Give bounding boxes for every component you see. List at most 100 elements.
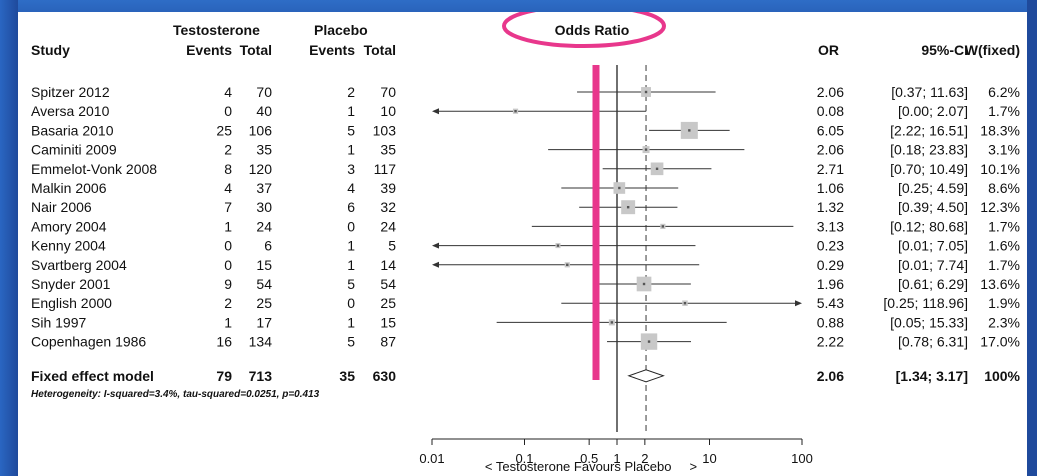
study-row-4-events-2: 1 [347, 142, 355, 158]
study-row-5-or: 2.71 [817, 161, 844, 177]
study-row-1-events-2: 2 [347, 84, 355, 100]
study-row-12-total-1: 25 [256, 295, 272, 311]
study-row-6-point [618, 186, 621, 190]
study-row-4-name: Caminiti 2009 [31, 142, 117, 158]
study-row-8-weight: 1.7% [988, 218, 1020, 234]
pooled-row-weight: 100% [984, 368, 1020, 384]
study-row-7-total-2: 32 [380, 199, 396, 215]
study-row-1-or: 2.06 [817, 84, 844, 100]
study-row-8-name: Amory 2004 [31, 218, 107, 234]
study-row-10-total-2: 14 [380, 257, 396, 273]
study-row-10-or: 0.29 [817, 257, 844, 273]
study-row-5-events-2: 3 [347, 161, 355, 177]
study-row-7-events-1: 7 [224, 199, 232, 215]
study-row-11-total-2: 54 [380, 276, 396, 292]
study-row-13-weight: 2.3% [988, 314, 1020, 330]
study-row-12-ci: [0.25; 118.96] [883, 295, 968, 311]
study-row-7-events-2: 6 [347, 199, 355, 215]
study-row-2-events-1: 0 [224, 103, 232, 119]
study-row-13-total-1: 17 [256, 314, 272, 330]
study-row-1-ci: [0.37; 11.63] [891, 84, 968, 100]
study-row-10-ci-arrow-left [432, 261, 439, 268]
pooled-diamond [627, 369, 665, 383]
study-row-9-events-1: 0 [224, 238, 232, 254]
study-row-8-ci: [0.12; 80.68] [890, 218, 968, 234]
study-row-9-total-1: 6 [264, 238, 272, 254]
study-row-14-total-1: 134 [249, 334, 273, 350]
study-row-1-name: Spitzer 2012 [31, 84, 110, 100]
study-row-8-events-2: 0 [347, 218, 355, 234]
study-row-9-ci-arrow-left [432, 242, 439, 249]
study-row-9-ci: [0.01; 7.05] [898, 238, 968, 254]
study-row-11-point [642, 282, 646, 286]
pooled-row-events-1: 79 [216, 368, 232, 384]
study-row-7-point [626, 206, 630, 209]
study-row-11-weight: 13.6% [980, 276, 1020, 292]
study-row-2-total-1: 40 [256, 103, 272, 119]
x-axis: 0.01 0.1 0.5 1 2 10 100 [419, 438, 813, 466]
study-row-6-weight: 8.6% [988, 180, 1020, 196]
study-row-9-weight: 1.6% [988, 238, 1020, 254]
study-row-10-total-1: 15 [256, 257, 272, 273]
study-row-3-total-2: 103 [373, 122, 397, 138]
header-group1: Testosterone [173, 22, 260, 38]
study-row-3-total-1: 106 [249, 122, 273, 138]
study-row-13-events-1: 1 [224, 314, 232, 330]
study-row-3-name: Basaria 2010 [31, 122, 114, 138]
study-row-3-or: 6.05 [817, 122, 844, 138]
x-tick-label-1: 1 [613, 451, 620, 466]
pooled-row-ci: [1.34; 3.17] [896, 368, 968, 384]
forest-plot-panel: Testosterone Placebo Study Events Total … [18, 12, 1027, 476]
study-row-10-point [566, 263, 569, 266]
study-row-11-ci: [0.61; 6.29] [898, 276, 968, 292]
study-row-4-total-1: 35 [256, 142, 272, 158]
study-row-14-weight: 17.0% [980, 334, 1020, 350]
study-row-5-ci: [0.70; 10.49] [890, 161, 968, 177]
pooled-row-total-1: 713 [249, 368, 273, 384]
study-row-14-point [647, 340, 651, 343]
study-row-1-point [644, 90, 648, 94]
study-row-11-events-1: 9 [224, 276, 232, 292]
study-row-11-name: Snyder 2001 [31, 276, 111, 292]
study-row-14-ci: [0.78; 6.31] [898, 334, 968, 350]
study-row-6-name: Malkin 2006 [31, 180, 107, 196]
study-row-12-name: English 2000 [31, 295, 112, 311]
annotation-ellipse [502, 12, 666, 48]
x-tick-label-0.5: 0.5 [580, 451, 598, 466]
study-row-1-weight: 6.2% [988, 84, 1020, 100]
study-row-3-ci: [2.22; 16.51] [890, 122, 968, 138]
header-total-1: Total [240, 42, 272, 58]
annotations [502, 12, 666, 380]
study-row-9-name: Kenny 2004 [31, 238, 106, 254]
study-row-5-point [655, 167, 659, 170]
study-row-13-total-2: 15 [380, 314, 396, 330]
study-row-8-or: 3.13 [817, 218, 844, 234]
study-row-3-weight: 18.3% [980, 122, 1020, 138]
study-row-13-ci: [0.05; 15.33] [890, 314, 968, 330]
study-row-3-events-2: 5 [347, 122, 355, 138]
study-row-7-name: Nair 2006 [31, 199, 92, 215]
study-row-8-point [661, 225, 665, 228]
study-row-9-events-2: 1 [347, 238, 355, 254]
study-row-2-or: 0.08 [817, 103, 844, 119]
study-row-12-ci-arrow-right [795, 300, 802, 307]
study-row-7-or: 1.32 [817, 199, 844, 215]
header-total-2: Total [364, 42, 396, 58]
study-row-10-weight: 1.7% [988, 257, 1020, 273]
study-row-6-total-2: 39 [380, 180, 396, 196]
plot-marks [432, 65, 802, 432]
study-row-6-events-2: 4 [347, 180, 355, 196]
study-row-10-events-1: 0 [224, 257, 232, 273]
study-row-2-ci: [0.00; 2.07] [898, 103, 968, 119]
study-row-5-total-1: 120 [249, 161, 273, 177]
header-ci: 95%-CI [921, 42, 968, 58]
study-row-7-weight: 12.3% [980, 199, 1020, 215]
x-tick-label-100: 100 [791, 451, 813, 466]
pooled-row-total-2: 630 [373, 368, 397, 384]
study-row-2-events-2: 1 [347, 103, 355, 119]
study-row-14-events-1: 16 [216, 334, 232, 350]
study-row-10-ci: [0.01; 7.74] [898, 257, 968, 273]
study-row-10-name: Svartberg 2004 [31, 257, 127, 273]
study-row-6-total-1: 37 [256, 180, 272, 196]
x-tick-label-10: 10 [702, 451, 716, 466]
